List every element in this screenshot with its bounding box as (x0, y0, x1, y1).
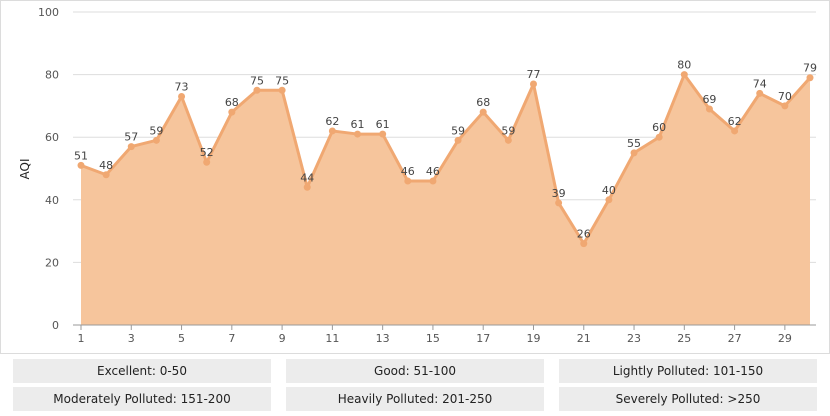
data-label: 60 (652, 121, 666, 134)
legend-item-severely-polluted: Severely Polluted: >250 (559, 387, 817, 411)
x-tick-label: 5 (178, 332, 185, 345)
data-point (102, 171, 110, 179)
data-point (731, 127, 739, 135)
data-label: 61 (351, 118, 365, 131)
data-labels: 51 48 57 59 73 52 68 75 75 44 62 61 61 46 46 59 68 59 77 39… (74, 59, 817, 241)
data-point (178, 93, 186, 101)
data-point (781, 102, 789, 110)
data-point (705, 105, 713, 113)
data-label: 74 (753, 77, 767, 90)
data-point (77, 161, 85, 169)
y-tick-label: 0 (52, 319, 59, 332)
data-label: 59 (501, 124, 515, 137)
area-series (80, 73, 812, 325)
data-point (529, 80, 537, 88)
y-tick-label: 80 (45, 69, 59, 82)
data-point (580, 240, 588, 248)
x-tick-label: 9 (279, 332, 286, 345)
data-point (228, 108, 236, 116)
data-point (404, 177, 412, 185)
data-label: 57 (124, 131, 138, 144)
y-tick-label: 20 (45, 256, 59, 269)
x-tick-label: 3 (128, 332, 135, 345)
y-tick-label: 100 (38, 6, 59, 19)
data-label: 79 (803, 62, 817, 75)
x-tick-label: 27 (728, 332, 742, 345)
data-label: 80 (677, 59, 691, 72)
data-point (630, 149, 638, 157)
data-label: 75 (250, 74, 264, 87)
area-fill (81, 74, 810, 325)
data-label: 62 (728, 115, 742, 128)
x-tick-label: 23 (627, 332, 641, 345)
series-line (80, 73, 812, 246)
data-label: 77 (526, 68, 540, 81)
data-label: 46 (401, 165, 415, 178)
data-point (429, 177, 437, 185)
data-label: 52 (200, 146, 214, 159)
y-axis-title: AQI (18, 159, 32, 180)
x-tick-label: 17 (476, 332, 490, 345)
data-label: 39 (552, 187, 566, 200)
data-label: 46 (426, 165, 440, 178)
x-tick-label: 7 (228, 332, 235, 345)
data-label: 40 (602, 184, 616, 197)
legend-item-excellent: Excellent: 0-50 (13, 359, 271, 383)
data-point (555, 199, 563, 207)
data-point (278, 86, 286, 94)
data-label: 61 (376, 118, 390, 131)
data-label: 69 (702, 93, 716, 106)
x-tick-label: 13 (376, 332, 390, 345)
x-tick-label: 15 (426, 332, 440, 345)
data-point (152, 136, 160, 144)
legend-item-good: Good: 51-100 (286, 359, 544, 383)
y-tick-label: 40 (45, 194, 59, 207)
data-label: 59 (149, 124, 163, 137)
x-tick-label: 29 (778, 332, 792, 345)
data-point (605, 196, 613, 204)
data-point (806, 74, 814, 82)
data-point (253, 86, 261, 94)
data-label: 73 (175, 81, 189, 94)
x-tick-label: 25 (677, 332, 691, 345)
data-label: 59 (451, 124, 465, 137)
data-point (504, 136, 512, 144)
data-points (77, 71, 814, 248)
data-point (680, 71, 688, 79)
x-tick-label: 21 (577, 332, 591, 345)
data-point (756, 89, 764, 97)
data-point (328, 127, 336, 135)
data-label: 55 (627, 137, 641, 150)
data-point (303, 183, 311, 191)
x-tick-label: 1 (78, 332, 85, 345)
aqi-legend: Excellent: 0-50 Good: 51-100 Lightly Pol… (13, 359, 817, 411)
data-label: 75 (275, 74, 289, 87)
data-point (454, 136, 462, 144)
y-tick-label: 60 (45, 131, 59, 144)
data-point (354, 130, 362, 138)
data-label: 48 (99, 159, 113, 172)
legend-item-heavily-polluted: Heavily Polluted: 201-250 (286, 387, 544, 411)
data-label: 44 (300, 171, 314, 184)
data-point (479, 108, 487, 116)
data-label: 68 (225, 96, 239, 109)
data-point (203, 158, 211, 166)
data-point (127, 143, 135, 151)
data-point (379, 130, 387, 138)
legend-item-moderately-polluted: Moderately Polluted: 151-200 (13, 387, 271, 411)
x-tick-label: 19 (526, 332, 540, 345)
data-label: 68 (476, 96, 490, 109)
legend-item-lightly-polluted: Lightly Polluted: 101-150 (559, 359, 817, 383)
data-label: 51 (74, 149, 88, 162)
data-label: 62 (325, 115, 339, 128)
x-tick-label: 11 (325, 332, 339, 345)
chart-frame: 0 20 40 60 80 100 1 3 5 7 9 11 13 15 17 19 21 23 25 27 29 51… (0, 0, 830, 354)
data-label: 26 (577, 228, 591, 241)
data-label: 70 (778, 90, 792, 103)
data-point (655, 133, 663, 141)
